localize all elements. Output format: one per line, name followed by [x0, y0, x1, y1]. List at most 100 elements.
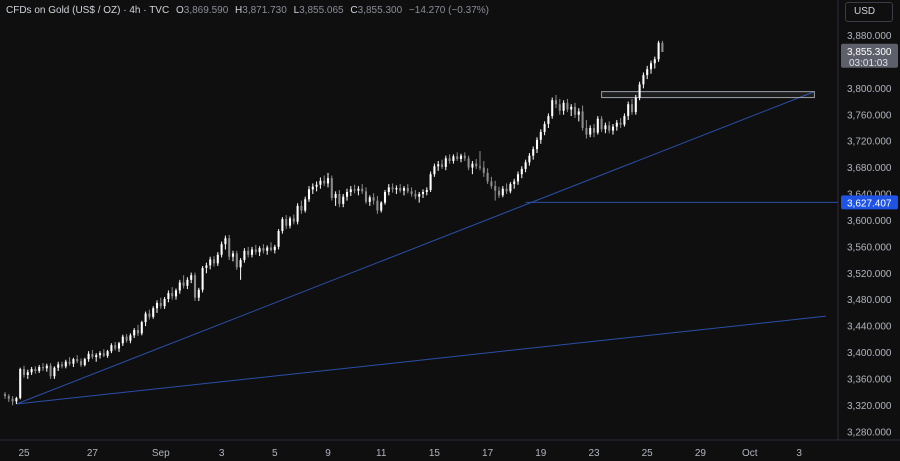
candle-body: [125, 336, 128, 341]
chart-legend: CFDs on Gold (US$ / OZ) · 4h · TVC O3,86…: [6, 5, 489, 16]
high-key: H: [235, 5, 243, 16]
candle-body: [471, 163, 474, 168]
candle-body: [330, 178, 333, 198]
candle-body: [49, 365, 52, 377]
candle-body: [38, 367, 41, 371]
candle-body: [307, 189, 311, 200]
trendlines: [16, 91, 838, 405]
candle-body: [7, 396, 10, 399]
candle-body: [342, 196, 345, 204]
candle-body: [429, 174, 432, 191]
candle-body: [296, 205, 299, 222]
x-tick-label: 25: [642, 448, 654, 459]
candle-body: [224, 238, 227, 245]
candle-body: [106, 351, 109, 356]
candle-body: [277, 230, 280, 247]
candle-body: [478, 166, 482, 168]
candle-body: [148, 313, 151, 317]
candle-body: [513, 181, 516, 185]
candle-body: [57, 364, 60, 368]
candle-body: [402, 188, 406, 191]
y-tick-label: 3,640.000: [847, 190, 892, 201]
candle-body: [604, 125, 607, 130]
candle-body: [91, 353, 94, 358]
candle-body: [501, 188, 504, 196]
candle-body: [247, 250, 250, 255]
candle-body: [589, 127, 592, 135]
symbol-name: CFDs on Gold (US$ / OZ): [6, 5, 121, 16]
candle-body: [414, 194, 417, 197]
x-tick-label: 3: [219, 448, 225, 459]
candle-body: [554, 100, 558, 105]
candle-body: [258, 248, 261, 253]
candle-body: [406, 188, 409, 192]
time-axis[interactable]: 25 27 Sep 3 5 9 11 15 17 19 23 25 29 Oct 3: [18, 448, 802, 459]
high-value: 3,871.730: [242, 5, 287, 16]
candle-body: [486, 172, 489, 182]
x-tick-label: 27: [87, 448, 99, 459]
currency-button[interactable]: USD: [845, 2, 893, 22]
candle-body: [216, 254, 219, 264]
candle-body: [475, 163, 478, 167]
interval-label: 4h: [129, 5, 141, 16]
y-tick-label: 3,880.000: [847, 31, 892, 42]
candle-body: [437, 164, 440, 167]
candle-body: [391, 187, 394, 190]
candle-body: [421, 192, 425, 194]
x-tick-label: 17: [482, 448, 494, 459]
candle-body: [98, 353, 102, 356]
candle-body: [22, 369, 26, 375]
x-tick-label: 23: [588, 448, 600, 459]
candle-body: [376, 200, 379, 211]
candle-body: [547, 116, 550, 124]
candle-body: [95, 355, 98, 358]
candle-body: [463, 155, 466, 159]
resistance-zone: [601, 91, 815, 99]
candle-body: [630, 104, 634, 113]
candle-body: [543, 123, 546, 132]
y-tick-label: 3,800.000: [847, 84, 892, 95]
candle-body: [319, 180, 322, 185]
support-price-box: [841, 195, 898, 210]
candle-body: [243, 250, 246, 261]
candle-body: [300, 205, 303, 211]
candle-body: [623, 116, 626, 125]
candle-body: [159, 302, 162, 307]
last-price-box: [841, 43, 898, 68]
candle-body: [239, 260, 242, 268]
chart-grid: [0, 0, 900, 441]
candle-body: [136, 330, 140, 334]
change-value: −14.270 (−0.37%): [408, 5, 489, 16]
x-tick-label: 11: [376, 448, 387, 459]
candle-body: [326, 178, 330, 184]
candle-body: [482, 167, 485, 173]
candle-body: [167, 293, 170, 300]
candle-body: [661, 42, 664, 53]
candle-body: [193, 275, 197, 298]
candle-body: [209, 259, 212, 266]
candle-body: [619, 122, 622, 125]
candle-body: [581, 111, 584, 128]
candle-body: [266, 247, 269, 251]
candle-body: [456, 156, 459, 159]
candle-body: [562, 102, 565, 111]
candle-body: [649, 63, 653, 70]
candle-body: [334, 194, 337, 198]
candle-body: [372, 197, 375, 201]
candle-body: [338, 194, 341, 204]
candle-body: [615, 122, 618, 127]
support-price-label: 3,627.407: [847, 198, 892, 209]
x-tick-label: 9: [325, 448, 331, 459]
price-axis[interactable]: 3,880.0003,840.0003,800.0003,760.0003,72…: [847, 31, 892, 438]
candle-body: [250, 249, 254, 255]
candle-body: [228, 238, 231, 257]
candle-body: [634, 97, 637, 113]
candle-body: [387, 187, 390, 193]
candle-body: [212, 259, 216, 264]
candle-body: [262, 248, 265, 251]
open-value: 3,869.590: [183, 5, 229, 16]
candle-body: [425, 190, 428, 193]
candle-body: [315, 184, 318, 187]
x-tick-label: 5: [272, 448, 278, 459]
